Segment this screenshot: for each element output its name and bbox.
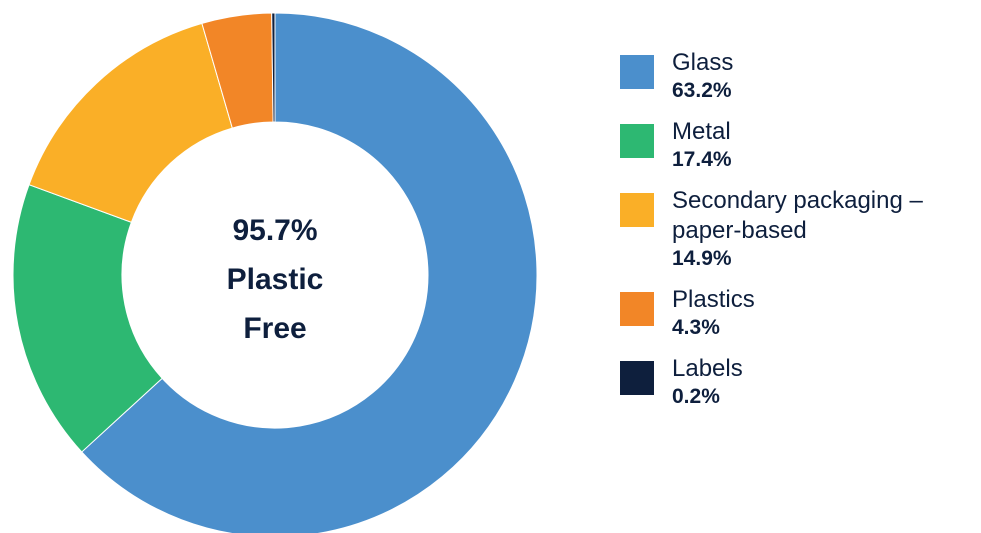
legend: Glass 63.2% Metal 17.4% Secondary packag… bbox=[620, 48, 970, 423]
donut-slice-labels bbox=[271, 12, 276, 123]
center-label-line-2: Plastic bbox=[227, 263, 324, 296]
legend-item-labels: Labels 0.2% bbox=[620, 354, 970, 410]
legend-label-metal: Metal bbox=[672, 118, 731, 145]
legend-item-plastics: Plastics 4.3% bbox=[620, 285, 970, 341]
legend-value-secondary-packaging: 14.9% bbox=[672, 247, 732, 270]
legend-swatch-labels bbox=[620, 361, 654, 395]
center-label-line-1: 95.7% bbox=[232, 214, 317, 247]
legend-value-metal: 17.4% bbox=[672, 148, 732, 171]
donut-slice-secondary-packaging-paper-based bbox=[28, 22, 233, 223]
donut-chart: 95.7% Plastic Free bbox=[12, 12, 538, 533]
center-label-line-3: Free bbox=[243, 312, 306, 345]
legend-label-plastics: Plastics bbox=[672, 286, 755, 313]
legend-item-metal: Metal 17.4% bbox=[620, 117, 970, 173]
legend-swatch-glass bbox=[620, 55, 654, 89]
legend-label-labels: Labels bbox=[672, 355, 743, 382]
legend-label-secondary-packaging-line-2: paper-based bbox=[672, 217, 807, 244]
donut-slice-metal bbox=[12, 184, 163, 453]
legend-value-glass: 63.2% bbox=[672, 79, 732, 102]
legend-item-secondary-packaging: Secondary packaging – paper-based 14.9% bbox=[620, 186, 970, 272]
legend-item-glass: Glass 63.2% bbox=[620, 48, 970, 104]
legend-label-secondary-packaging-line-1: Secondary packaging – bbox=[672, 187, 923, 214]
legend-swatch-metal bbox=[620, 124, 654, 158]
legend-swatch-plastics bbox=[620, 292, 654, 326]
legend-swatch-secondary-packaging bbox=[620, 193, 654, 227]
legend-value-plastics: 4.3% bbox=[672, 316, 720, 339]
legend-label-glass: Glass bbox=[672, 49, 734, 76]
legend-value-labels: 0.2% bbox=[672, 385, 720, 408]
donut-slice-glass bbox=[81, 12, 538, 533]
